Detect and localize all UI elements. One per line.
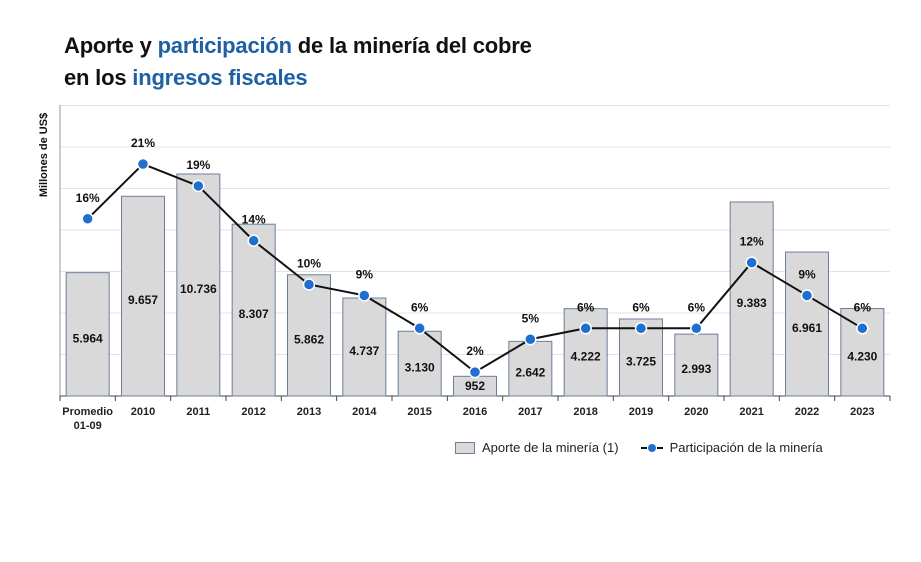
line-marker-icon bbox=[640, 443, 663, 453]
x-tick-label: 01-09 bbox=[74, 420, 102, 432]
x-tick-label: 2020 bbox=[684, 406, 708, 418]
line-point bbox=[81, 212, 94, 226]
title-text: de la minería del cobre bbox=[291, 33, 532, 58]
line-value-label: 14% bbox=[242, 213, 266, 227]
bar-value-label: 10.736 bbox=[180, 282, 217, 296]
title-text: Aporte y bbox=[64, 33, 158, 58]
legend-item-participacion: Participación de la minería bbox=[640, 440, 823, 455]
bar-value-label: 952 bbox=[465, 379, 485, 393]
x-tick-label: 2021 bbox=[739, 406, 763, 418]
line-point bbox=[136, 157, 150, 171]
x-tick-label: 2016 bbox=[463, 406, 487, 418]
x-tick-label: 2019 bbox=[629, 406, 653, 418]
bar-value-labels: 5.964 9.657 10.736 8.307 5.862 4.737 3.130 952 2… bbox=[73, 282, 878, 393]
legend-label: Aporte de la minería (1) bbox=[482, 440, 619, 455]
bar-value-label: 4.230 bbox=[847, 349, 877, 363]
x-tick-label: 2015 bbox=[407, 406, 431, 418]
title-highlight: ingresos fiscales bbox=[132, 65, 308, 90]
line-value-label: 9% bbox=[798, 267, 816, 281]
bar-series bbox=[65, 173, 885, 397]
bar-value-label: 6.961 bbox=[792, 321, 822, 335]
x-tick-label: 2012 bbox=[241, 406, 265, 418]
y-axis-label: Millones de US$ bbox=[38, 113, 50, 197]
bar bbox=[674, 333, 719, 397]
line-point bbox=[358, 289, 371, 302]
bar bbox=[785, 251, 829, 397]
line-value-label: 2% bbox=[466, 344, 484, 358]
line-value-label: 5% bbox=[522, 311, 540, 325]
bar-value-label: 8.307 bbox=[239, 307, 269, 321]
line-value-label: 19% bbox=[186, 158, 210, 172]
line-point bbox=[247, 234, 260, 247]
line-value-label: 6% bbox=[854, 300, 872, 314]
bar bbox=[729, 201, 774, 397]
bar bbox=[65, 272, 110, 397]
line-point bbox=[690, 322, 703, 335]
line-value-label: 16% bbox=[76, 191, 100, 205]
bar bbox=[287, 274, 331, 397]
line-point bbox=[413, 322, 426, 335]
title-line-2: en los ingresos fiscales bbox=[64, 62, 532, 94]
title-highlight: participación bbox=[157, 33, 293, 58]
line-point bbox=[579, 322, 592, 335]
bar-value-label: 4.222 bbox=[571, 349, 601, 363]
title-text: en los bbox=[64, 65, 133, 90]
line-value-label: 12% bbox=[740, 235, 764, 249]
line-point bbox=[192, 179, 205, 193]
x-tick-label: 2011 bbox=[186, 406, 210, 418]
x-tick-label: 2014 bbox=[352, 406, 377, 418]
bar bbox=[342, 297, 387, 397]
bar-value-label: 2.642 bbox=[515, 366, 545, 380]
line-point bbox=[800, 289, 814, 302]
bar-value-label: 9.383 bbox=[737, 296, 767, 310]
bar-value-label: 2.993 bbox=[681, 362, 711, 376]
x-axis-ticks: Promedio 01-09 2010 2011 2012 2013 2014 2015 201… bbox=[62, 406, 874, 432]
line-point bbox=[745, 256, 758, 269]
title-line-1: Aporte y participación de la minería del… bbox=[64, 30, 532, 62]
x-tick-label: Promedio bbox=[62, 406, 113, 418]
line-value-label: 10% bbox=[297, 257, 321, 271]
bar-value-label: 9.657 bbox=[128, 293, 158, 307]
bar bbox=[508, 340, 553, 397]
line-point bbox=[634, 322, 648, 335]
bar bbox=[231, 223, 276, 397]
legend-label: Participación de la minería bbox=[669, 440, 823, 455]
legend-item-aporte: Aporte de la minería (1) bbox=[455, 440, 619, 455]
bar-value-label: 3.130 bbox=[405, 361, 435, 375]
line-value-label: 9% bbox=[356, 267, 374, 281]
chart-title: Aporte y participación de la minería del… bbox=[64, 30, 532, 94]
line-series bbox=[81, 157, 869, 379]
line-value-label: 21% bbox=[131, 136, 155, 150]
x-tick-label: 2018 bbox=[573, 406, 597, 418]
legend: Aporte de la minería (1) Participación d… bbox=[455, 440, 845, 455]
line-value-label: 6% bbox=[688, 300, 706, 314]
x-tick-label: 2022 bbox=[795, 406, 819, 418]
bar bbox=[397, 330, 442, 397]
x-tick-label: 2013 bbox=[297, 406, 321, 418]
x-tick-label: 2017 bbox=[518, 406, 542, 418]
line-value-label: 6% bbox=[577, 300, 595, 314]
line-value-label: 6% bbox=[632, 300, 650, 314]
line-value-label: 6% bbox=[411, 300, 429, 314]
bar-value-label: 3.725 bbox=[626, 354, 656, 368]
x-tick-label: 2010 bbox=[131, 406, 155, 418]
bar-value-label: 5.862 bbox=[294, 332, 324, 346]
bar-swatch-icon bbox=[455, 441, 475, 454]
line-point bbox=[302, 278, 316, 291]
bar bbox=[121, 195, 165, 397]
bar bbox=[176, 173, 221, 397]
line-point bbox=[468, 365, 482, 379]
x-tick-label: 2023 bbox=[850, 406, 874, 418]
bar-value-label: 4.737 bbox=[349, 344, 379, 358]
line-point bbox=[524, 333, 537, 346]
line-point bbox=[856, 322, 869, 335]
bar-value-label: 5.964 bbox=[73, 331, 103, 345]
line-value-labels: 16% 21% 19% 14% 10% 9% 6% 2% 5% 6% 6% 6% 12% 9% 6% bbox=[76, 136, 872, 358]
